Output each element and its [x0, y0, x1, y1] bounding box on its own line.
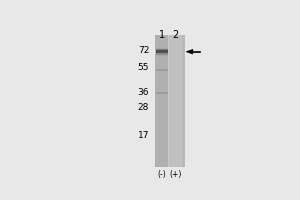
- Text: 17: 17: [138, 131, 149, 140]
- Polygon shape: [186, 49, 193, 54]
- Bar: [156, 48, 168, 51]
- Text: 28: 28: [138, 103, 149, 112]
- Bar: [156, 69, 168, 71]
- Text: 55: 55: [138, 63, 149, 72]
- Bar: [168, 35, 169, 167]
- Bar: [169, 35, 182, 167]
- Bar: [156, 92, 168, 94]
- Bar: [156, 52, 168, 56]
- Bar: [155, 35, 185, 167]
- Bar: [155, 35, 168, 167]
- Text: 72: 72: [138, 46, 149, 55]
- Text: 2: 2: [173, 30, 179, 40]
- Bar: [156, 51, 168, 55]
- Text: (-): (-): [158, 170, 166, 179]
- Text: (+): (+): [170, 170, 182, 179]
- Bar: [156, 50, 168, 53]
- Bar: [156, 49, 168, 52]
- Text: 1: 1: [159, 30, 165, 40]
- Text: 36: 36: [138, 88, 149, 97]
